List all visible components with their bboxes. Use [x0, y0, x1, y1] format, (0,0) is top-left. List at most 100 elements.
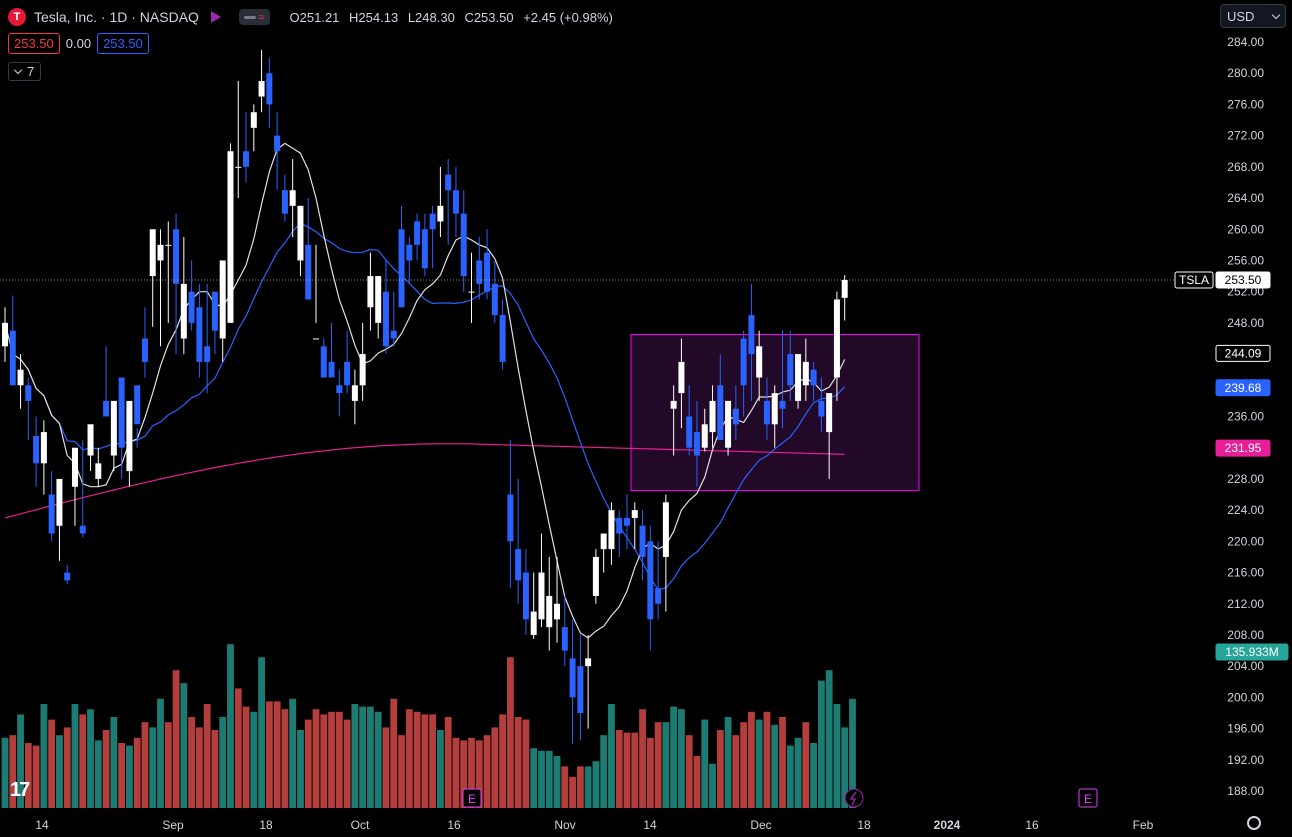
- sell-price-button[interactable]: 253.50: [8, 33, 60, 54]
- volume-bar: [273, 701, 281, 808]
- volume-bar: [211, 730, 219, 808]
- open-value: O251.21: [289, 9, 340, 25]
- indicator-toggle[interactable]: ≈: [238, 9, 270, 25]
- volume-bar: [413, 711, 421, 808]
- x-tick-label: 14: [35, 818, 49, 832]
- volume-bar: [615, 730, 623, 808]
- candle-body: [624, 517, 630, 526]
- volume-bar: [514, 717, 522, 808]
- candle-body: [499, 315, 506, 362]
- candle-body: [180, 283, 187, 339]
- candle-body: [17, 369, 24, 386]
- volume-bar: [825, 670, 833, 808]
- volume-bar: [716, 730, 724, 808]
- candle-body: [484, 252, 491, 292]
- indicators-collapse-button[interactable]: 7: [8, 62, 42, 81]
- candle-body: [25, 385, 32, 401]
- candle-body: [445, 174, 452, 191]
- volume-bar: [545, 750, 553, 808]
- price-label-bg: [1215, 379, 1271, 397]
- x-tick-label: 14: [643, 818, 657, 832]
- volume-bar: [802, 722, 810, 808]
- candle-body: [110, 400, 117, 456]
- candle-body: [79, 525, 86, 534]
- y-tick-label: 256.00: [1227, 253, 1264, 267]
- volume-bar: [79, 714, 87, 808]
- candle-body: [367, 276, 374, 308]
- volume-bar: [382, 727, 390, 808]
- volume-bar: [335, 711, 343, 808]
- candle-body: [297, 205, 304, 261]
- volume-bar: [763, 711, 771, 808]
- candle-body: [507, 494, 514, 542]
- earnings-marker-bg: [1078, 788, 1098, 808]
- candle-body: [305, 244, 312, 300]
- dividend-marker-icon: [844, 788, 864, 808]
- tesla-logo-icon: T: [8, 8, 26, 26]
- volume-bar: [367, 706, 374, 808]
- candle-body: [196, 307, 203, 362]
- candle-body: [344, 361, 351, 386]
- candle-body: [748, 315, 755, 355]
- candle-body: [561, 627, 568, 651]
- lightning-icon: [849, 791, 857, 806]
- candle-body: [693, 432, 700, 456]
- price-label-bg: [1215, 271, 1271, 289]
- ma-fast-line: [4, 142, 846, 639]
- y-tick-label: 228.00: [1227, 472, 1264, 486]
- x-tick-label: 2024: [934, 818, 961, 832]
- candle-body: [258, 81, 265, 97]
- candle-body: [763, 400, 770, 425]
- symbol-title[interactable]: Tesla, Inc. · 1D · NASDAQ: [34, 9, 199, 25]
- volume-bar: [56, 735, 63, 808]
- volume-bar: [538, 750, 545, 808]
- volume-bar: [180, 683, 188, 808]
- candle-body: [600, 533, 607, 550]
- candle-body: [732, 408, 739, 425]
- volume-bar: [157, 698, 164, 808]
- y-tick-label: 212.00: [1227, 597, 1264, 611]
- candle-body: [826, 393, 833, 433]
- candle-body: [95, 463, 102, 479]
- candle-body: [336, 385, 343, 394]
- candle-body: [48, 494, 55, 534]
- candle-body: [141, 338, 148, 362]
- volume-bar: [639, 709, 646, 808]
- volume-bar: [48, 719, 56, 808]
- volume-bar: [623, 732, 631, 808]
- y-tick-label: 220.00: [1227, 534, 1264, 548]
- candle-body: [515, 549, 522, 581]
- candle-body: [118, 377, 125, 448]
- y-tick-label: 248.00: [1227, 316, 1264, 330]
- candle-body: [227, 151, 234, 323]
- tradingview-logo-icon[interactable]: 17: [10, 779, 30, 801]
- volume-bar: [281, 709, 289, 808]
- volume-bar: [732, 735, 740, 808]
- flag-icon[interactable]: [210, 11, 221, 23]
- candle-body: [631, 510, 638, 518]
- candle-body: [149, 229, 156, 277]
- buy-price-button[interactable]: 253.50: [97, 33, 149, 54]
- y-tick-label: 236.00: [1227, 410, 1264, 424]
- candle-body: [771, 393, 778, 425]
- currency-label: USD: [1227, 8, 1255, 24]
- volume-bar: [584, 766, 592, 808]
- volume-bar: [701, 719, 709, 808]
- candle-body: [701, 424, 708, 448]
- candle-body: [71, 447, 78, 487]
- x-tick-label: Nov: [554, 818, 575, 832]
- candle-body: [538, 572, 545, 620]
- volume-bar: [553, 756, 561, 808]
- y-tick-label: 284.00: [1227, 35, 1264, 49]
- y-tick-label: 268.00: [1227, 160, 1264, 174]
- candle-body: [585, 658, 592, 667]
- currency-select[interactable]: USD: [1220, 4, 1286, 28]
- candle-body: [608, 510, 615, 550]
- gear-icon[interactable]: [1247, 816, 1261, 830]
- volume-bar: [390, 698, 398, 808]
- candle-body: [382, 291, 389, 347]
- candle-body: [491, 283, 498, 316]
- chevron-down-icon: [13, 65, 23, 75]
- y-tick-label: 216.00: [1227, 566, 1264, 580]
